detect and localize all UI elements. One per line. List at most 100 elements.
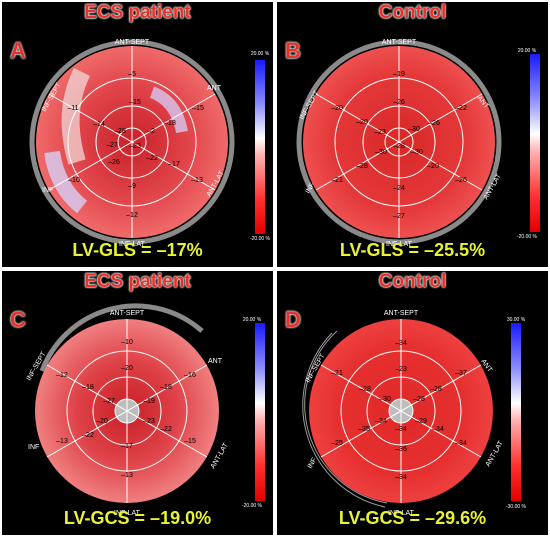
label-inf: INF: [42, 187, 53, 194]
segment-values-d: –34 –37 –21 –25 –34 –34 –23 –28 –34 –36 …: [331, 340, 467, 481]
svg-text:–34: –34: [395, 340, 407, 347]
panel-title: ECS patient: [84, 2, 191, 23]
svg-text:–12: –12: [126, 212, 138, 219]
label-ant: ANT: [207, 85, 222, 92]
bullseye-b: 20.00 % -20.00 % ANT-SEPT ANT ANT-LAT IN…: [296, 39, 540, 248]
svg-text:–16: –16: [184, 372, 196, 379]
color-scale-a: [255, 60, 265, 234]
svg-text:–30: –30: [375, 149, 387, 156]
svg-text:–17: –17: [121, 443, 133, 450]
label-inf-lat: INF-LAT: [388, 510, 415, 517]
panel-title: ECS patient: [84, 271, 191, 292]
svg-text:–27: –27: [103, 398, 115, 405]
panel-c: 20.00 % -20.00 % ANT-SEPT ANT ANT-LAT IN…: [2, 271, 273, 535]
svg-text:–20: –20: [331, 105, 343, 112]
svg-text:–13: –13: [191, 177, 203, 184]
svg-text:–13: –13: [56, 438, 68, 445]
segment-values-a: –5 –15 –11 –14 –10 –9 –12 –13 –17 –18 –1…: [67, 71, 204, 219]
svg-text:–13: –13: [121, 472, 133, 479]
scale-top-label: 20.00 %: [243, 317, 262, 323]
svg-text:–27: –27: [393, 213, 405, 220]
svg-text:–30: –30: [379, 396, 391, 403]
svg-text:–27: –27: [106, 142, 118, 149]
panel-letter: B: [285, 38, 301, 63]
svg-text:–26: –26: [428, 120, 440, 127]
scale-top-label: 20.00 %: [518, 48, 537, 54]
label-inf-lat: INF-LAT: [386, 241, 413, 248]
panel-letter: D: [285, 307, 301, 332]
label-ant-sept: ANT-SEPT: [110, 310, 145, 317]
panel-metric: LV-GCS = –29.6%: [338, 508, 487, 528]
bullseye-a: 20.00 % -20.00 % ANT-SEPT ANT ANT-LAT IN…: [29, 39, 271, 248]
bullseye-d: 30.00 % -30.00 % ANT-SEPT ANT ANT-LAT IN…: [302, 310, 527, 517]
label-ant-lat: ANT-LAT: [210, 441, 231, 470]
svg-text:–26: –26: [393, 99, 405, 106]
svg-text:–29: –29: [415, 418, 427, 425]
svg-text:–34: –34: [395, 426, 407, 433]
svg-text:–23: –23: [143, 418, 155, 425]
svg-text:–20: –20: [427, 163, 439, 170]
svg-text:–30: –30: [411, 149, 423, 156]
svg-text:–25: –25: [331, 440, 343, 447]
svg-text:–28: –28: [393, 143, 405, 150]
panel-metric: LV-GCS = –19.0%: [63, 508, 212, 528]
segment-values-c: –10 –16 –12 –13 –13 –15 –20 –18 –17 –22 …: [56, 339, 196, 479]
svg-text:–12: –12: [56, 372, 68, 379]
svg-text:–26: –26: [108, 159, 120, 166]
svg-text:–22: –22: [146, 155, 158, 162]
svg-text:–28: –28: [413, 396, 425, 403]
scale-top-label: 30.00 %: [507, 317, 526, 323]
svg-text:–34: –34: [395, 474, 407, 481]
svg-text:–14: –14: [93, 121, 105, 128]
svg-text:–23: –23: [395, 366, 407, 373]
svg-text:–18: –18: [164, 120, 176, 127]
svg-text:–11: –11: [67, 105, 78, 112]
svg-text:–20: –20: [96, 418, 108, 425]
svg-text:–24: –24: [393, 185, 405, 192]
svg-text:–34: –34: [375, 418, 387, 425]
svg-text:–17: –17: [168, 161, 180, 168]
label-ant-sept: ANT-SEPT: [115, 39, 150, 46]
label-inf: INF: [307, 457, 319, 470]
color-scale-d: [511, 323, 521, 501]
panel-metric: LV-GLS = –17%: [72, 240, 203, 260]
scale-bottom-label: -20.00 %: [242, 503, 263, 509]
label-ant-sept: ANT-SEPT: [382, 39, 417, 46]
svg-text:–2: –2: [147, 128, 155, 135]
svg-text:–36: –36: [395, 446, 407, 453]
panel-letter: C: [10, 307, 26, 332]
label-inf: INF: [28, 444, 39, 451]
svg-text:–10: –10: [68, 177, 80, 184]
panel-d: 30.00 % -30.00 % ANT-SEPT ANT ANT-LAT IN…: [277, 271, 548, 535]
svg-text:–21: –21: [331, 370, 343, 377]
svg-text:–20: –20: [356, 119, 368, 126]
svg-text:–22: –22: [82, 432, 94, 439]
svg-text:–35: –35: [358, 426, 370, 433]
panel-title: Control: [378, 271, 447, 292]
svg-text:–21: –21: [331, 177, 343, 184]
scale-bottom-label: -20.00 %: [517, 234, 538, 240]
label-inf-lat: INF-LAT: [119, 241, 146, 248]
bullseye-c: 20.00 % -20.00 % ANT-SEPT ANT ANT-LAT IN…: [26, 303, 265, 517]
outer-ring: [29, 39, 235, 245]
svg-text:–30: –30: [408, 126, 420, 133]
scale-bottom-label: -30.00 %: [506, 504, 527, 510]
label-ant-sept: ANT-SEPT: [384, 310, 419, 317]
svg-text:–5: –5: [128, 71, 136, 78]
svg-text:–28: –28: [359, 386, 371, 393]
svg-text:–23: –23: [374, 129, 386, 136]
svg-text:–9: –9: [128, 183, 136, 190]
panel-metric: LV-GLS = –25.5%: [339, 240, 486, 260]
svg-text:–15: –15: [129, 99, 141, 106]
svg-text:–23: –23: [129, 143, 141, 150]
label-ant: ANT: [208, 358, 223, 365]
svg-text:–34: –34: [432, 426, 444, 433]
svg-text:–37: –37: [455, 370, 467, 377]
svg-text:–18: –18: [160, 384, 172, 391]
color-scale-c: [255, 323, 265, 501]
svg-text:–26: –26: [455, 177, 467, 184]
svg-text:–28: –28: [430, 386, 442, 393]
panel-title: Control: [378, 2, 447, 23]
scale-top-label: 20.00 %: [251, 51, 270, 57]
